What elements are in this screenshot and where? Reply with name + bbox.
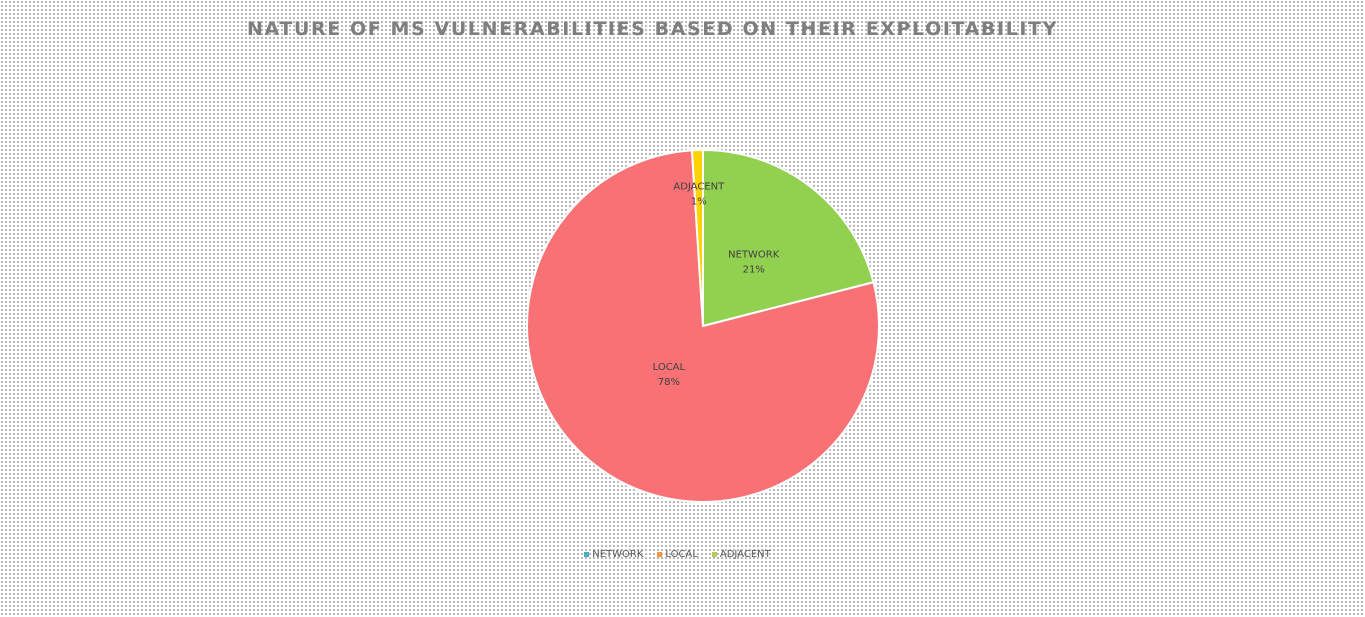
chart-title: NATURE OF MS VULNERABILITIES BASED ON TH… bbox=[247, 18, 1058, 40]
data-label-value-adjacent: 1% bbox=[691, 196, 707, 207]
legend-swatch-network bbox=[584, 552, 590, 557]
legend-label-adjacent: ADJACENT bbox=[719, 549, 771, 560]
legend-swatch-local bbox=[657, 552, 663, 557]
legend-item-network: NETWORK bbox=[584, 549, 643, 560]
legend: NETWORK LOCAL ADJACENT bbox=[0, 549, 1355, 560]
data-label-category-adjacent: ADJACENT bbox=[673, 181, 725, 192]
legend-label-local: LOCAL bbox=[665, 549, 698, 560]
pie-slice-local bbox=[526, 149, 880, 503]
data-label-value-network: 21% bbox=[743, 265, 765, 276]
legend-label-network: NETWORK bbox=[592, 549, 644, 560]
data-label-category-local: LOCAL bbox=[653, 362, 686, 373]
legend-swatch-adjacent bbox=[711, 552, 717, 557]
pie-slice-network bbox=[702, 148, 875, 328]
pie-slice-adjacent bbox=[690, 148, 704, 327]
legend-item-adjacent: ADJACENT bbox=[711, 549, 771, 560]
legend-item-local: LOCAL bbox=[657, 549, 698, 560]
data-label-category-network: NETWORK bbox=[728, 250, 780, 261]
data-label-value-local: 78% bbox=[658, 377, 680, 388]
